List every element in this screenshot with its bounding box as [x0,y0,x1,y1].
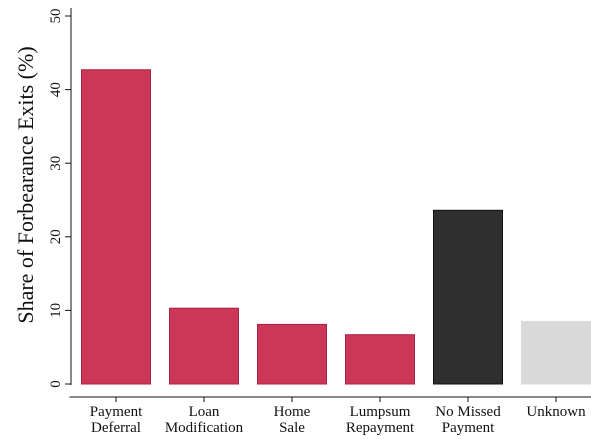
bar [257,323,327,385]
x-tick-label: Loan Modification [165,404,244,436]
bar [345,334,415,385]
y-tick-label: 0 [48,380,64,388]
x-ticks: Payment Deferral Loan Modification Home Sale L… [90,397,586,436]
axes [69,8,591,398]
x-tick-label: Payment Deferral [90,404,143,436]
x-tick-label: No Missed Payment [435,404,501,436]
y-tick-label: 30 [48,156,64,171]
x-tick-label: Unknown [526,404,586,420]
bar [169,307,239,385]
x-tick-label: Home Sale [274,404,311,436]
y-axis-label: Share of Forbearance Exits (%) [13,46,38,323]
x-tick-label: Lumpsum Repayment [346,404,415,436]
bars [81,69,591,385]
y-tick-label: 50 [48,9,64,24]
y-tick-label: 20 [48,229,64,244]
bar [433,209,503,385]
y-tick-label: 10 [48,303,64,318]
y-ticks: 0 10 20 30 40 50 [48,9,71,388]
y-tick-label: 40 [48,82,64,97]
bar [81,69,151,385]
bar [521,320,591,385]
